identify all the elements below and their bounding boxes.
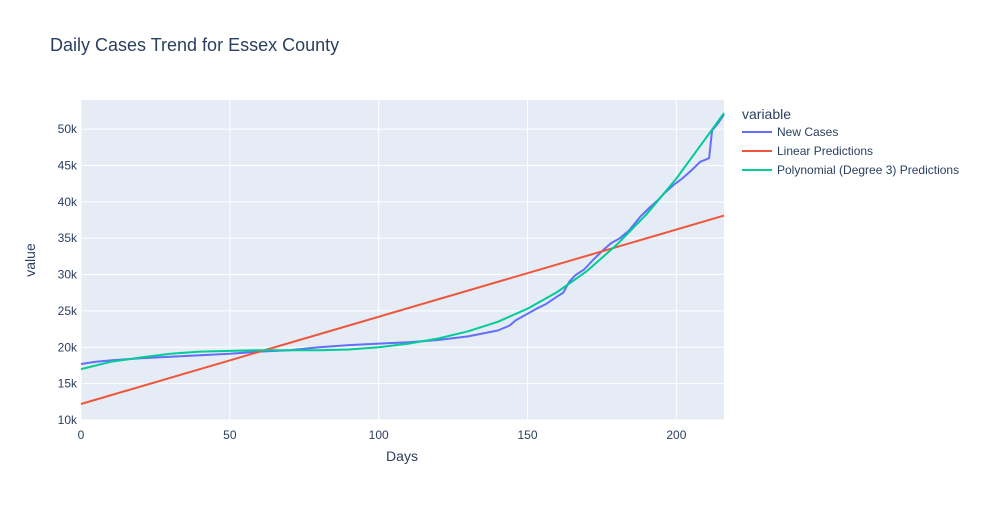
- axis-ticks: 0 50 100 150 200 10k 15k 20k 25k 30k 35k 40k 45k 50k: [58, 122, 687, 442]
- x-tick-label: 150: [518, 428, 538, 442]
- legend-item[interactable]: Polynomial (Degree 3) Predictions: [742, 163, 959, 177]
- series-lines: [80, 112, 725, 405]
- y-tick-label: 25k: [58, 304, 78, 318]
- grid-lines: [80, 100, 724, 421]
- legend-title: variable: [742, 106, 791, 122]
- legend-label: Linear Predictions: [777, 144, 873, 158]
- y-tick-label: 30k: [58, 268, 78, 282]
- legend-item[interactable]: Linear Predictions: [742, 144, 873, 158]
- y-tick-label: 15k: [58, 377, 78, 391]
- legend-label: New Cases: [777, 125, 838, 139]
- y-tick-label: 35k: [58, 231, 78, 245]
- chart-title: Daily Cases Trend for Essex County: [50, 35, 339, 55]
- plot-background: [81, 100, 724, 420]
- x-tick-label: 50: [223, 428, 237, 442]
- series-line-2: [80, 112, 725, 371]
- x-tick-label: 200: [666, 428, 686, 442]
- x-axis-label: Days: [386, 448, 418, 464]
- x-tick-label: 0: [78, 428, 85, 442]
- y-tick-label: 10k: [58, 413, 78, 427]
- y-tick-label: 40k: [58, 195, 78, 209]
- legend-label: Polynomial (Degree 3) Predictions: [777, 163, 959, 177]
- legend[interactable]: New Cases Linear Predictions Polynomial (D…: [742, 125, 959, 177]
- y-tick-label: 20k: [58, 340, 78, 354]
- series-line-1: [80, 214, 725, 405]
- x-tick-label: 100: [369, 428, 389, 442]
- series-line-0: [80, 113, 725, 365]
- y-tick-label: 50k: [58, 122, 78, 136]
- y-tick-label: 45k: [58, 158, 78, 172]
- legend-item[interactable]: New Cases: [742, 125, 838, 139]
- y-axis-label: value: [22, 243, 38, 277]
